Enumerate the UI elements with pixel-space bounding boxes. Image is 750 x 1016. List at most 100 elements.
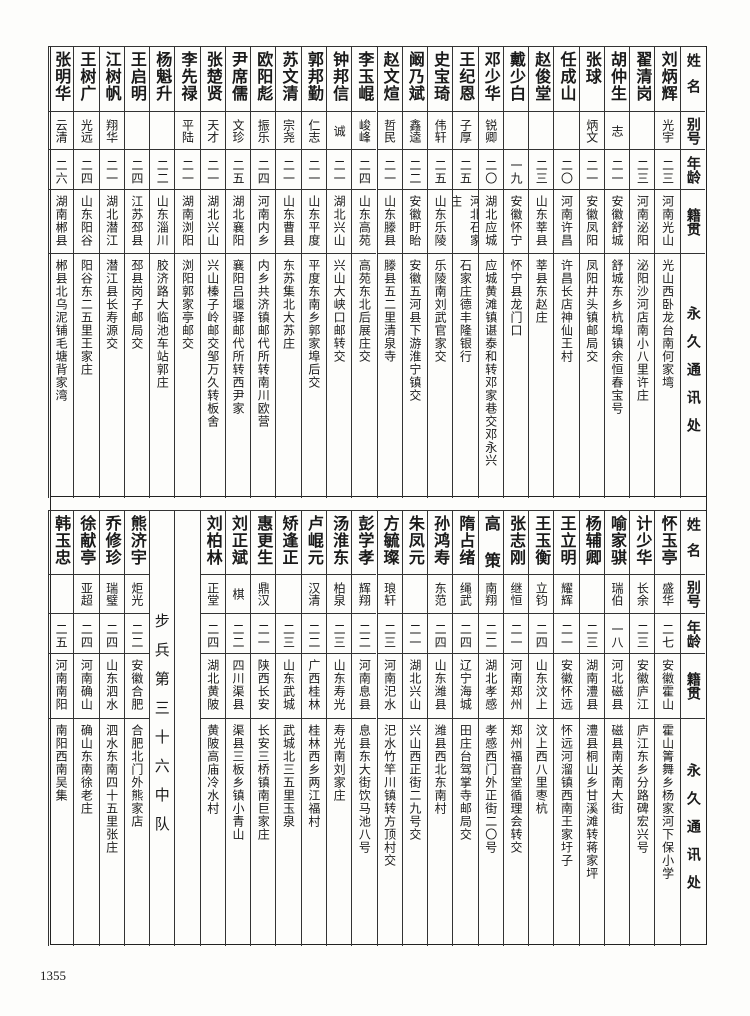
cell-alias-text: 诚 (332, 124, 347, 137)
cell-address-text: 阳谷东二五里王家庄 (79, 259, 94, 376)
cell-address-text: 汜水竹竿川镇转方顶村交 (382, 724, 397, 867)
cell-address: 邳县岗子邮局交 (123, 253, 150, 498)
cell-age: 二一 (250, 613, 276, 653)
cell-alias: 翔华 (98, 111, 124, 149)
cell-alias-text: 天才 (205, 118, 220, 143)
header-address: 永久通讯处 (679, 718, 705, 946)
section-label-text: 步兵第三十六中队 (152, 612, 171, 845)
cell-name: 方毓璨 (376, 510, 402, 574)
cell-alias-text: 鼎汉 (256, 582, 271, 606)
cell-age: 二三 (275, 613, 301, 653)
cell-alias: 长余 (629, 574, 655, 613)
cell-name: 怀玉亭 (654, 510, 680, 574)
cell-alias: 汉清 (300, 574, 326, 613)
cell-origin: 河南许昌 (553, 189, 579, 253)
cell-alias: 平陆 (174, 111, 200, 149)
cell-origin: 山东汶上 (528, 653, 554, 718)
cell-address-text: 东苏集北大苏庄 (281, 259, 296, 350)
cell-name-text: 张球 (582, 51, 602, 85)
cell-name-text: 徐献亭 (77, 515, 97, 566)
cell-origin: 湖南浏阳 (174, 189, 200, 253)
cell-alias: 炬光 (123, 574, 150, 613)
cell-name-text: 王玉衡 (532, 515, 552, 566)
cell-name: 汤淮东 (325, 510, 352, 574)
cell-address: 汶上西八里枣杭 (528, 718, 554, 946)
cell-name: 翟清岗 (629, 46, 655, 111)
cell-address: 胶济路大临池车站郭庄 (149, 253, 175, 498)
cell-alias: 正堂 (199, 574, 225, 613)
cell-origin-text: 河南郑州 (508, 659, 523, 711)
cell-age: 二三 (654, 149, 680, 189)
cell-origin: 河南内乡 (250, 189, 276, 253)
header-alias-text: 别号 (684, 116, 701, 145)
cell-origin: 安徽凤阳 (578, 189, 604, 253)
cell-address-text: 浏阳郭家亭邮交 (180, 259, 195, 350)
cell-name: 李玉崐 (351, 46, 377, 111)
cell-age-text: 二三 (382, 623, 397, 649)
cell-origin: 山东淄川 (149, 189, 175, 253)
cell-address-text: 寿光南刘家庄 (332, 724, 347, 802)
cell-age: 二七 (654, 613, 680, 653)
cell-age: 二四 (528, 613, 554, 653)
empty-column (174, 510, 200, 946)
cell-address: 襄阳吕堰驿邮代所转西尹家 (224, 253, 251, 498)
cell-alias (578, 574, 604, 613)
cell-address-text: 黄陂高庙冷水村 (205, 724, 220, 815)
cell-name-text: 张志刚 (506, 515, 526, 566)
cell-name-text: 李玉崐 (355, 51, 375, 102)
cell-age: 二六 (48, 149, 74, 189)
cell-alias: 绳武 (452, 574, 478, 613)
cell-address: 乐陵南刘武官家交 (427, 253, 453, 498)
cell-origin: 河南汜水 (376, 653, 402, 718)
cell-name-text: 戴少白 (506, 51, 526, 102)
cell-age: 二四 (452, 613, 478, 653)
cell-origin-text: 江苏邳县 (129, 195, 144, 247)
cell-address-text: 桂林西乡两江福村 (306, 724, 321, 828)
cell-alias-text: 长余 (635, 582, 650, 606)
cell-age-text: 二三 (635, 623, 650, 649)
cell-alias: 振乐 (250, 111, 276, 149)
cell-origin: 河北磁县 (603, 653, 630, 718)
cell-alias-text: 瑞伯 (610, 582, 625, 606)
cell-name: 王玉衡 (528, 510, 554, 574)
cell-age-text: 二〇 (559, 159, 574, 185)
cell-address-text: 汶上西八里枣杭 (534, 724, 549, 815)
cell-age-text: 一九 (508, 159, 523, 185)
cell-origin: 山东平度 (300, 189, 326, 253)
cell-origin-text: 山东汶上 (534, 659, 549, 711)
cell-alias-text: 正堂 (205, 582, 220, 606)
cell-name-text: 矫逢正 (279, 515, 299, 566)
cell-age-text: 二一 (281, 159, 296, 185)
cell-address: 武城北三五里玉泉 (275, 718, 301, 946)
cell-origin-text: 安徽盱眙 (407, 195, 422, 247)
cell-alias-text: 锐卿 (483, 118, 498, 143)
cell-origin: 河南南阳 (48, 653, 74, 718)
cell-name: 史宝琦 (427, 46, 453, 111)
cell-alias: 亚超 (73, 574, 99, 613)
cell-alias-text: 伟轩 (433, 118, 448, 143)
cell-origin-text: 安徽庐江 (635, 659, 650, 711)
cell-age-text: 二一 (180, 159, 195, 185)
cell-alias-text: 文珍 (231, 118, 245, 143)
cell-age-text: 二一 (559, 623, 574, 649)
cell-name: 王纪恩 (452, 46, 478, 111)
cell-name: 彭学孝 (351, 510, 377, 574)
cell-name-text: 杨魁升 (153, 51, 173, 102)
cell-alias-text: 仁志 (306, 118, 321, 143)
cell-alias (502, 111, 529, 149)
cell-name-text: 史宝琦 (431, 51, 451, 102)
cell-alias-text: 琅轩 (382, 582, 397, 606)
cell-address-text: 兴山大峡口邮转交 (332, 259, 347, 363)
cell-name: 惠更生 (250, 510, 276, 574)
cell-age-text: 二二 (483, 623, 498, 649)
header-alias: 别号 (679, 111, 705, 149)
cell-alias: 盛华 (654, 574, 680, 613)
cell-address: 渠县三板乡镇小青山 (224, 718, 251, 946)
cell-alias: 立钧 (528, 574, 554, 613)
cell-origin: 山东滕县 (376, 189, 402, 253)
cell-name: 欧阳彪 (250, 46, 276, 111)
cell-age-text: 二四 (79, 159, 94, 185)
cell-origin: 山东乐陵 (427, 189, 453, 253)
cell-name: 孙鸿寿 (427, 510, 453, 574)
cell-origin: 山东莘县 (528, 189, 554, 253)
